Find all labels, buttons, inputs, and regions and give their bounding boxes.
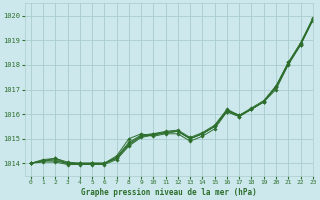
X-axis label: Graphe pression niveau de la mer (hPa): Graphe pression niveau de la mer (hPa) xyxy=(81,188,257,197)
